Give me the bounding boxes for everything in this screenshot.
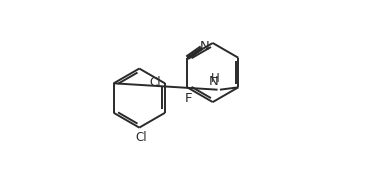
Text: F: F <box>185 92 192 105</box>
Text: H: H <box>211 72 219 85</box>
Text: Cl: Cl <box>135 131 147 144</box>
Text: Cl: Cl <box>150 76 161 88</box>
Text: N: N <box>199 40 209 53</box>
Text: N: N <box>209 75 219 88</box>
